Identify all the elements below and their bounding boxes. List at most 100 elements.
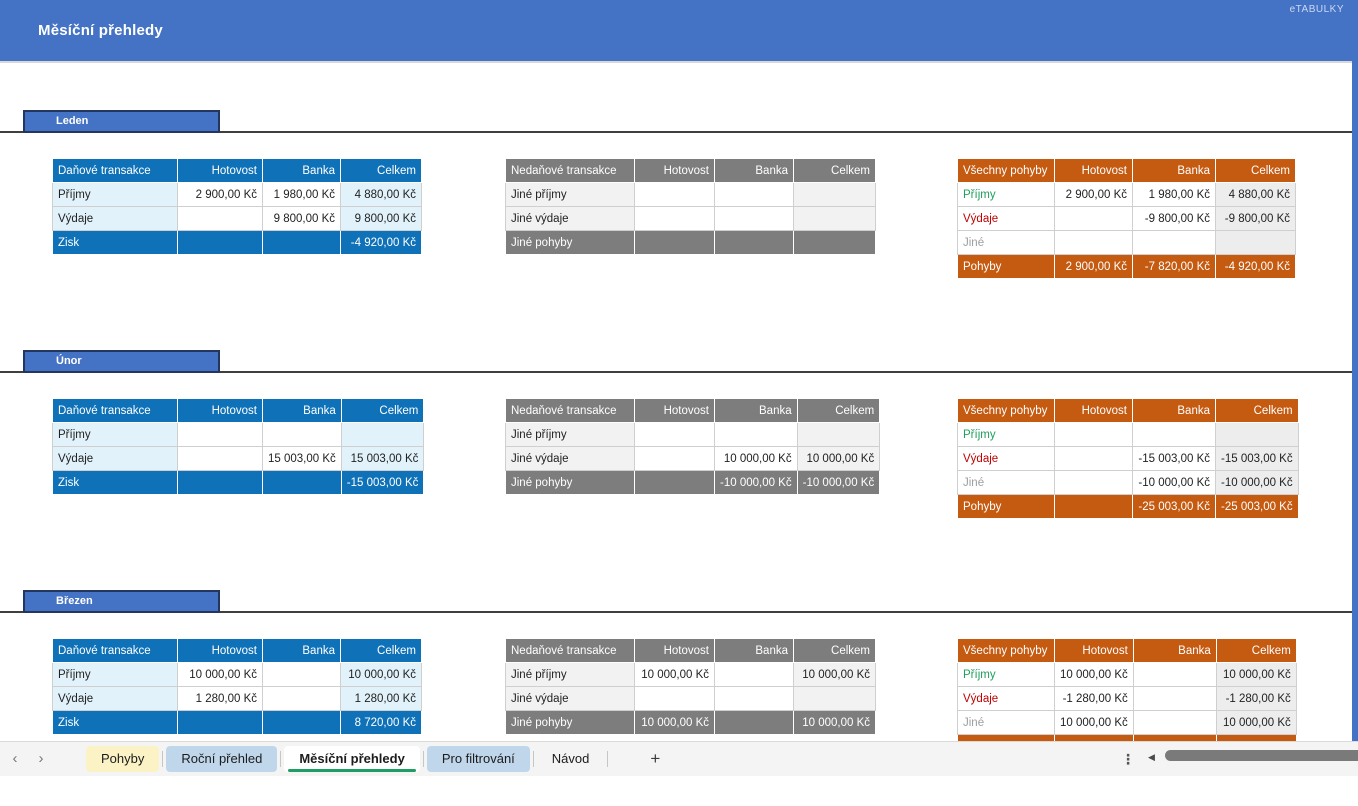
cell-hotovost[interactable]	[1054, 422, 1133, 447]
column-header-celkem[interactable]: Celkem	[340, 638, 422, 663]
column-header-celkem[interactable]: Celkem	[1215, 638, 1297, 663]
cell-hotovost[interactable]	[1054, 470, 1133, 495]
cell-celkem[interactable]: -1 280,00 Kč	[1215, 686, 1297, 711]
cell-celkem[interactable]: 10 000,00 Kč	[1215, 662, 1297, 687]
cell-hotovost[interactable]: 10 000,00 Kč	[634, 710, 715, 735]
prev-sheet-button[interactable]: ‹	[12, 750, 18, 767]
cell-hotovost[interactable]	[634, 446, 715, 471]
cell-hotovost[interactable]	[1054, 206, 1133, 231]
cell-banka[interactable]	[262, 422, 342, 447]
column-header-hotovost[interactable]: Hotovost	[634, 638, 715, 663]
cell-hotovost[interactable]	[177, 446, 263, 471]
cell-banka[interactable]: -10 000,00 Kč	[1132, 470, 1216, 495]
cell-celkem[interactable]: 4 880,00 Kč	[340, 182, 422, 207]
cell-hotovost[interactable]: 10 000,00 Kč	[634, 662, 715, 687]
cell-celkem[interactable]	[793, 230, 876, 255]
row-label[interactable]: Výdaje	[52, 686, 178, 711]
cell-hotovost[interactable]	[634, 422, 715, 447]
cell-celkem[interactable]: 1 280,00 Kč	[340, 686, 422, 711]
row-label-other[interactable]: Jiné	[957, 710, 1055, 735]
cell-hotovost[interactable]	[634, 206, 715, 231]
cell-hotovost[interactable]	[1054, 494, 1133, 519]
column-header-celkem[interactable]: Celkem	[1215, 158, 1296, 183]
column-header-celkem[interactable]: Celkem	[793, 638, 876, 663]
row-label[interactable]: Zisk	[52, 710, 178, 735]
cell-hotovost[interactable]: 2 900,00 Kč	[1054, 182, 1133, 207]
row-label[interactable]: Pohyby	[957, 254, 1055, 279]
cell-banka[interactable]: 1 980,00 Kč	[262, 182, 341, 207]
cell-banka[interactable]: 15 003,00 Kč	[262, 446, 342, 471]
row-label[interactable]: Příjmy	[52, 662, 178, 687]
cell-banka[interactable]	[714, 686, 794, 711]
table-title[interactable]: Daňové transakce	[52, 158, 178, 183]
row-label[interactable]: Jiné výdaje	[505, 446, 635, 471]
cell-hotovost[interactable]: 2 900,00 Kč	[177, 182, 263, 207]
row-label[interactable]: Jiné pohyby	[505, 230, 635, 255]
row-label[interactable]: Jiné výdaje	[505, 686, 635, 711]
row-label[interactable]: Příjmy	[52, 422, 178, 447]
cell-celkem[interactable]	[1215, 230, 1296, 255]
cell-celkem[interactable]	[793, 182, 876, 207]
cell-banka[interactable]	[262, 662, 341, 687]
row-label[interactable]: Příjmy	[52, 182, 178, 207]
column-header-banka[interactable]: Banka	[714, 638, 794, 663]
table-title[interactable]: Daňové transakce	[52, 638, 178, 663]
cell-celkem[interactable]	[796, 422, 881, 447]
column-header-hotovost[interactable]: Hotovost	[1054, 638, 1134, 663]
cell-celkem[interactable]	[1215, 422, 1299, 447]
cell-celkem[interactable]: 10 000,00 Kč	[793, 662, 876, 687]
column-header-banka[interactable]: Banka	[714, 158, 794, 183]
cell-celkem[interactable]: 10 000,00 Kč	[1215, 710, 1297, 735]
sheet-menu-icon[interactable]: ⋮	[1121, 751, 1135, 767]
row-label-income[interactable]: Příjmy	[957, 662, 1055, 687]
cell-celkem[interactable]	[793, 686, 876, 711]
row-label-other[interactable]: Jiné	[957, 230, 1055, 255]
cell-banka[interactable]: -7 820,00 Kč	[1132, 254, 1216, 279]
row-label[interactable]: Výdaje	[52, 206, 178, 231]
row-label[interactable]: Pohyby	[957, 494, 1055, 519]
cell-banka[interactable]: -10 000,00 Kč	[714, 470, 798, 495]
column-header-banka[interactable]: Banka	[262, 158, 341, 183]
cell-hotovost[interactable]	[634, 686, 715, 711]
column-header-banka[interactable]: Banka	[1132, 638, 1217, 663]
row-label-expense[interactable]: Výdaje	[957, 446, 1055, 471]
column-header-celkem[interactable]: Celkem	[1215, 398, 1299, 423]
cell-hotovost[interactable]	[634, 182, 715, 207]
cell-hotovost[interactable]: 1 280,00 Kč	[177, 686, 263, 711]
row-label[interactable]: Zisk	[52, 470, 178, 495]
table-title[interactable]: Nedaňové transakce	[505, 158, 635, 183]
column-header-banka[interactable]: Banka	[1132, 158, 1216, 183]
cell-celkem[interactable]	[340, 422, 425, 447]
cell-banka[interactable]	[714, 662, 794, 687]
cell-hotovost[interactable]	[634, 230, 715, 255]
cell-banka[interactable]: -15 003,00 Kč	[1132, 446, 1216, 471]
cell-celkem[interactable]: 15 003,00 Kč	[340, 446, 425, 471]
sheet-tab-pohyby[interactable]: Pohyby	[86, 746, 160, 772]
column-header-banka[interactable]: Banka	[262, 398, 342, 423]
cell-hotovost[interactable]	[177, 230, 263, 255]
column-header-celkem[interactable]: Celkem	[340, 398, 425, 423]
cell-celkem[interactable]: -4 920,00 Kč	[340, 230, 422, 255]
horizontal-scrollbar-thumb[interactable]	[1165, 750, 1358, 761]
cell-banka[interactable]: -9 800,00 Kč	[1132, 206, 1216, 231]
cell-celkem[interactable]: 10 000,00 Kč	[793, 710, 876, 735]
cell-banka[interactable]: -25 003,00 Kč	[1132, 494, 1216, 519]
table-title[interactable]: Všechny pohyby	[957, 398, 1055, 423]
cell-banka[interactable]	[1132, 686, 1217, 711]
table-title[interactable]: Nedaňové transakce	[505, 638, 635, 663]
cell-banka[interactable]	[1132, 230, 1216, 255]
cell-hotovost[interactable]	[177, 206, 263, 231]
row-label[interactable]: Jiné pohyby	[505, 470, 635, 495]
cell-hotovost[interactable]: 10 000,00 Kč	[1054, 710, 1134, 735]
cell-hotovost[interactable]: 2 900,00 Kč	[1054, 254, 1133, 279]
scroll-left-icon[interactable]: ◀	[1148, 752, 1155, 762]
column-header-hotovost[interactable]: Hotovost	[1054, 398, 1133, 423]
row-label[interactable]: Jiné příjmy	[505, 182, 635, 207]
column-header-hotovost[interactable]: Hotovost	[634, 158, 715, 183]
table-title[interactable]: Daňové transakce	[52, 398, 178, 423]
cell-celkem[interactable]: -15 003,00 Kč	[340, 470, 425, 495]
cell-banka[interactable]	[714, 230, 794, 255]
table-title[interactable]: Všechny pohyby	[957, 158, 1055, 183]
cell-banka[interactable]	[714, 710, 794, 735]
cell-banka[interactable]	[1132, 710, 1217, 735]
